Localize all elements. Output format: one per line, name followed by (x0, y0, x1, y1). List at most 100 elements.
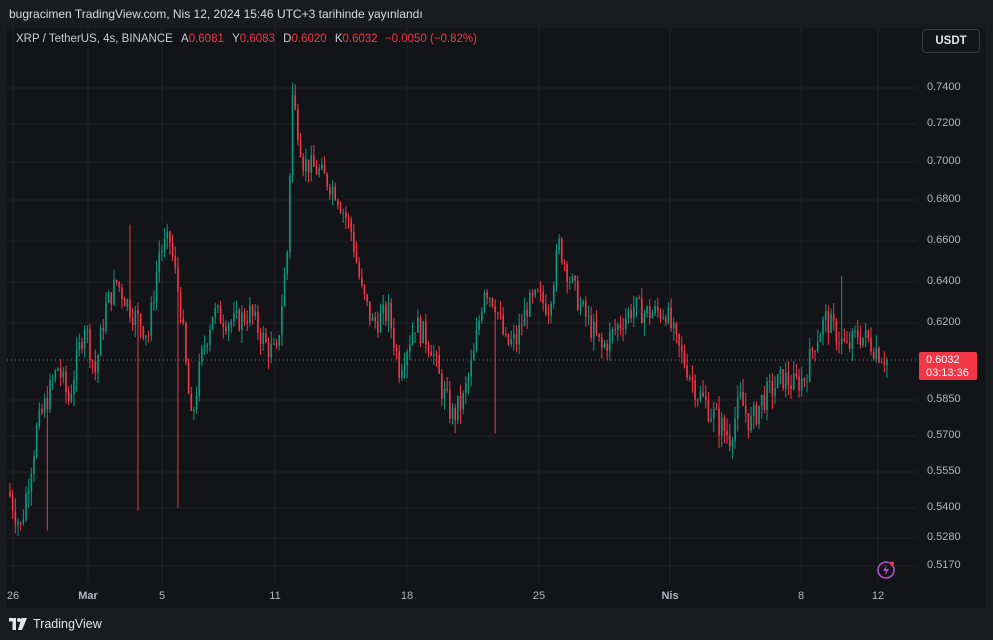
candle-body[interactable] (441, 373, 443, 399)
candle-body[interactable] (523, 309, 526, 326)
candle-body[interactable] (91, 360, 94, 362)
candle-body[interactable] (651, 313, 654, 318)
candle-body[interactable] (425, 320, 427, 345)
candle-body[interactable] (398, 350, 401, 378)
candle-body[interactable] (451, 408, 454, 419)
candle-body[interactable] (486, 292, 488, 299)
candle-body[interactable] (606, 343, 608, 352)
candle-body[interactable] (795, 373, 798, 377)
candle-body[interactable] (462, 393, 464, 410)
candle-body[interactable] (43, 398, 46, 414)
candle-body[interactable] (129, 299, 131, 318)
candle-body[interactable] (187, 362, 190, 394)
candle-body[interactable] (558, 238, 560, 251)
candle-body[interactable] (494, 306, 496, 313)
candle-body[interactable] (99, 327, 102, 356)
candle-body[interactable] (9, 491, 11, 497)
currency-button[interactable]: USDT (922, 29, 980, 53)
candle-body[interactable] (854, 330, 856, 332)
candle-body[interactable] (302, 156, 305, 172)
candle-body[interactable] (598, 333, 600, 338)
candle-body[interactable] (656, 306, 659, 312)
candle-body[interactable] (177, 267, 179, 292)
candle-body[interactable] (41, 408, 43, 414)
candle-body[interactable] (249, 305, 251, 323)
candle-body[interactable] (283, 274, 286, 307)
candle-body[interactable] (385, 304, 387, 322)
candle-body[interactable] (539, 291, 542, 293)
candle-body[interactable] (409, 344, 411, 352)
candle-body[interactable] (49, 379, 51, 410)
candle-body[interactable] (792, 373, 795, 390)
candle-body[interactable] (219, 305, 222, 324)
candle-body[interactable] (595, 321, 598, 334)
candle-body[interactable] (731, 440, 734, 447)
candle-body[interactable] (659, 311, 662, 319)
candle-body[interactable] (153, 301, 155, 303)
candle-body[interactable] (27, 492, 30, 494)
candle-body[interactable] (502, 314, 504, 334)
candle-body[interactable] (515, 334, 518, 345)
candle-body[interactable] (688, 377, 691, 379)
candle-body[interactable] (214, 308, 217, 317)
candle-body[interactable] (166, 231, 169, 240)
candle-body[interactable] (46, 398, 49, 410)
candle-body[interactable] (257, 311, 259, 333)
candle-body[interactable] (35, 426, 38, 457)
candle-body[interactable] (158, 252, 161, 272)
candle-body[interactable] (699, 392, 702, 401)
candle-body[interactable] (712, 408, 715, 419)
candle-body[interactable] (102, 327, 105, 332)
candle-body[interactable] (459, 395, 462, 410)
candle-body[interactable] (584, 301, 587, 317)
candle-body[interactable] (179, 291, 182, 318)
candle-body[interactable] (870, 338, 872, 352)
candle-body[interactable] (848, 342, 851, 349)
candle-body[interactable] (65, 371, 67, 392)
candle-body[interactable] (83, 330, 86, 349)
candle-body[interactable] (563, 262, 566, 265)
candle-body[interactable] (619, 324, 622, 328)
candle-body[interactable] (819, 334, 822, 342)
candle-body[interactable] (14, 511, 17, 525)
candle-body[interactable] (267, 342, 270, 358)
candle-body[interactable] (720, 417, 723, 436)
candle-body[interactable] (363, 285, 366, 295)
candle-body[interactable] (739, 391, 742, 397)
candle-body[interactable] (782, 369, 784, 389)
candle-body[interactable] (744, 405, 747, 414)
candle-body[interactable] (736, 396, 739, 419)
candle-body[interactable] (262, 333, 265, 344)
candle-body[interactable] (528, 292, 531, 317)
candle-body[interactable] (345, 212, 347, 219)
candle-body[interactable] (25, 493, 27, 520)
candle-body[interactable] (592, 321, 595, 339)
candle-body[interactable] (326, 173, 329, 187)
candle-body[interactable] (715, 408, 718, 410)
candle-body[interactable] (574, 275, 576, 281)
candle-body[interactable] (542, 291, 544, 304)
candle-body[interactable] (230, 321, 233, 325)
candle-body[interactable] (616, 324, 619, 331)
candle-body[interactable] (590, 315, 592, 339)
candle-body[interactable] (33, 456, 35, 475)
candle-body[interactable] (174, 256, 177, 268)
candle-body[interactable] (830, 314, 832, 333)
candle-body[interactable] (624, 318, 627, 330)
candle-body[interactable] (369, 301, 371, 321)
candle-body[interactable] (504, 333, 507, 335)
candle-body[interactable] (126, 299, 129, 307)
candle-body[interactable] (638, 297, 640, 299)
candle-body[interactable] (811, 348, 814, 351)
candle-body[interactable] (342, 212, 345, 214)
candle-body[interactable] (526, 309, 528, 317)
candle-body[interactable] (241, 312, 243, 331)
candle-body[interactable] (640, 297, 643, 324)
candle-body[interactable] (814, 350, 816, 352)
candle-body[interactable] (97, 355, 99, 373)
candle-body[interactable] (110, 292, 113, 305)
candle-body[interactable] (755, 404, 758, 425)
candle-body[interactable] (742, 391, 744, 406)
candle-body[interactable] (358, 262, 361, 277)
candle-body[interactable] (467, 376, 470, 384)
